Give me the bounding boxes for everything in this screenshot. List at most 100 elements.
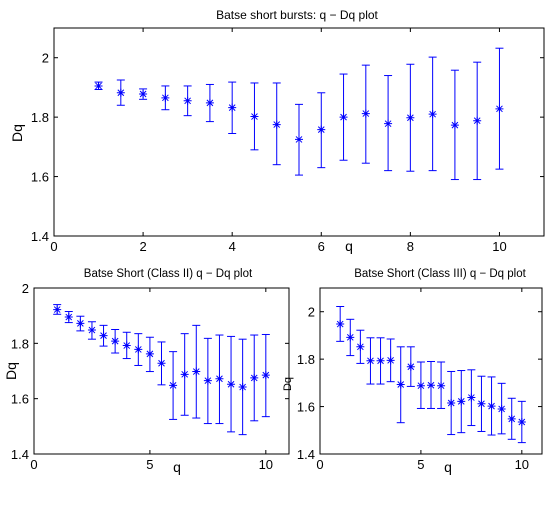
data-point-star — [467, 393, 476, 402]
data-point-star — [366, 356, 375, 365]
data-point-star — [473, 116, 482, 125]
data-point-star — [250, 112, 259, 121]
data-point-star — [450, 121, 459, 130]
data-point-star — [428, 110, 437, 119]
data-point-star — [384, 119, 393, 128]
x-axis-label-top: q — [345, 238, 353, 254]
chart-title-class2: Batse Short (Class II) q − Dq plot — [84, 268, 253, 280]
data-point-star — [228, 103, 237, 112]
data-point-star — [192, 367, 201, 376]
data-point-star — [205, 98, 214, 107]
data-point-star — [94, 81, 103, 90]
data-point-star — [317, 125, 326, 134]
data-point-star — [396, 380, 405, 389]
xticks-top: 0 2 4 6 8 10 — [50, 28, 507, 254]
y-tick-label: 2 — [22, 281, 29, 296]
y-tick-label: 1.6 — [31, 170, 49, 185]
data-point-star — [76, 319, 85, 328]
panel-class2: Batse Short (Class II) q − Dq plot 0 5 10 … — [3, 268, 290, 475]
x-tick-label: 2 — [139, 239, 146, 254]
yticks-top: 1.4 1.6 1.8 2 — [31, 51, 544, 244]
y-tick-label: 1.6 — [11, 392, 29, 407]
data-point-star — [406, 113, 415, 122]
y-tick-label: 1.4 — [297, 447, 315, 462]
data-point-star — [134, 345, 143, 354]
data-point-star — [145, 349, 154, 358]
data-point-star — [139, 89, 148, 98]
x-tick-label: 5 — [417, 457, 424, 472]
data-point-star — [53, 305, 62, 314]
data-point-star — [161, 93, 170, 102]
data-point-star — [227, 380, 236, 389]
data-point-star — [238, 383, 247, 392]
data-point-star — [272, 120, 281, 129]
x-tick-label: 0 — [316, 457, 323, 472]
data-point-star — [457, 397, 466, 406]
yticks-class2: 1.4 1.6 1.8 2 — [11, 281, 289, 462]
data-point-star — [295, 135, 303, 144]
y-axis-label-top: Dq — [9, 124, 25, 142]
y-tick-label: 2 — [308, 305, 315, 320]
data-point-star — [416, 381, 425, 390]
data-point-star — [116, 88, 125, 97]
data-point-star — [346, 333, 355, 342]
x-tick-label: 0 — [50, 239, 57, 254]
data-point-star — [361, 109, 370, 118]
y-tick-label: 1.4 — [11, 447, 29, 462]
plot-frame-class3 — [319, 287, 543, 455]
x-tick-label: 4 — [229, 239, 236, 254]
data-point-star — [169, 381, 178, 390]
data-point-star — [386, 356, 395, 365]
xticks-class2: 0 5 10 — [30, 288, 273, 472]
data-point-star — [336, 320, 345, 329]
data-point-star — [203, 376, 212, 385]
series-class3 — [336, 305, 526, 444]
y-tick-label: 1.8 — [11, 336, 29, 351]
data-point-star — [111, 337, 120, 346]
data-point-star — [477, 399, 486, 408]
y-tick-label: 1.6 — [297, 400, 315, 415]
y-tick-label: 2 — [42, 51, 49, 66]
panel-class3: Batse Short (Class III) q − Dq plot 0 5 10… — [282, 268, 543, 475]
plot-frame-top — [53, 27, 545, 237]
x-tick-label: 10 — [515, 457, 529, 472]
data-point-star — [437, 381, 446, 390]
data-point-star — [447, 399, 456, 408]
xticks-class3: 0 5 10 — [316, 288, 529, 472]
plot-frame-class2 — [33, 287, 290, 455]
x-tick-label: 5 — [146, 457, 153, 472]
data-point-star — [261, 371, 270, 380]
x-tick-label: 0 — [30, 457, 37, 472]
data-point-star — [406, 362, 415, 371]
x-tick-label: 10 — [492, 239, 506, 254]
y-tick-label: 1.8 — [31, 110, 49, 125]
data-point-star — [356, 342, 365, 351]
series-top — [94, 47, 504, 181]
data-point-star — [507, 414, 516, 423]
data-point-star — [497, 404, 506, 413]
data-point-star — [122, 341, 131, 350]
x-tick-label: 6 — [318, 239, 325, 254]
chart-title-class3: Batse Short (Class III) q − Dq plot — [354, 268, 526, 280]
x-axis-label-class3: q — [444, 459, 452, 475]
y-tick-label: 1.4 — [31, 229, 49, 244]
y-axis-label-class3: Dq — [282, 377, 294, 391]
data-point-star — [180, 370, 189, 379]
series-class2 — [53, 304, 270, 436]
data-point-star — [157, 359, 166, 368]
data-point-star — [376, 356, 385, 365]
data-point-star — [487, 402, 496, 411]
data-point-star — [183, 96, 192, 105]
data-point-star — [495, 104, 504, 113]
data-point-star — [517, 417, 526, 426]
data-point-star — [215, 374, 224, 383]
data-point-star — [427, 381, 435, 390]
chart-title-top: Batse short bursts: q − Dq plot — [216, 8, 378, 22]
y-axis-label-class2: Dq — [3, 362, 19, 380]
x-axis-label-class2: q — [173, 459, 181, 475]
yticks-class3: 1.4 1.6 1.8 2 — [297, 305, 542, 462]
x-tick-label: 10 — [259, 457, 273, 472]
data-point-star — [250, 373, 259, 382]
